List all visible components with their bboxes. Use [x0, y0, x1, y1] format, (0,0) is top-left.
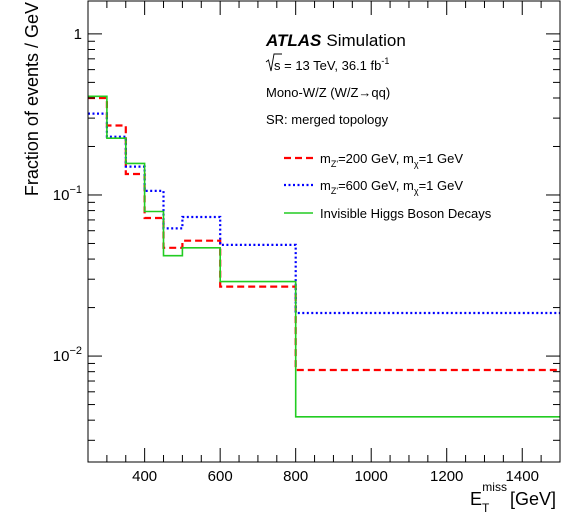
y-axis-label: Fraction of events / GeV — [22, 2, 42, 196]
x-tick-label: 400 — [132, 468, 157, 485]
axes-layer — [87, 0, 561, 463]
tick-label-layer: 400 600 800 1000 1200 1400 1 10−1 10−2 — [53, 26, 539, 485]
series-line-1 — [88, 112, 560, 315]
svg-text:s = 13 TeV, 36.1 fb-1: s = 13 TeV, 36.1 fb-1 — [274, 56, 389, 73]
x-tick-label: 1400 — [506, 468, 539, 485]
y-tick-label: 1 — [74, 26, 82, 43]
region-annotation: SR: merged topology — [266, 112, 389, 127]
legend-entry-mz600: mZ'=600 GeV, mχ=1 GeV — [284, 178, 463, 196]
channel-annotation: Mono-W/Z (W/Z→qq) — [266, 85, 390, 100]
energy-annotation: s = 13 TeV, 36.1 fb-1 — [265, 53, 389, 73]
legend: mZ'=200 GeV, mχ=1 GeV mZ'=600 GeV, mχ=1 … — [284, 151, 492, 221]
svg-text:mZ'=200 GeV, mχ=1 GeV: mZ'=200 GeV, mχ=1 GeV — [320, 151, 463, 169]
y-tick-label: 10−2 — [53, 345, 82, 365]
plot-frame — [87, 0, 561, 463]
x-tick-label: 600 — [208, 468, 233, 485]
atlas-label: ATLAS Simulation — [265, 31, 406, 50]
x-tick-label: 1200 — [430, 468, 463, 485]
series-line-0 — [88, 96, 560, 372]
series-line-2 — [88, 95, 560, 418]
x-axis-label: ETmiss[GeV] — [470, 480, 556, 515]
x-tick-label: 1000 — [355, 468, 388, 485]
legend-entry-mz200: mZ'=200 GeV, mχ=1 GeV — [284, 151, 463, 169]
series-layer — [88, 95, 560, 418]
svg-text:Invisible Higgs Boson Decays: Invisible Higgs Boson Decays — [320, 206, 492, 221]
y-tick-label: 10−1 — [53, 184, 82, 204]
legend-entry-higgs: Invisible Higgs Boson Decays — [284, 206, 492, 221]
svg-text:mZ'=600 GeV, mχ=1 GeV: mZ'=600 GeV, mχ=1 GeV — [320, 178, 463, 196]
x-tick-label: 800 — [283, 468, 308, 485]
